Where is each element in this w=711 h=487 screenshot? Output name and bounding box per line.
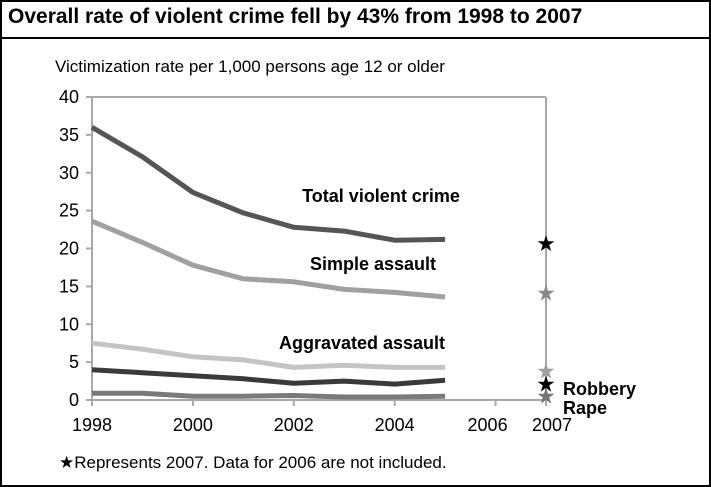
x-tick-label: 1998: [72, 415, 112, 435]
y-tick-label: 5: [69, 352, 79, 372]
star-2007-simple: ★: [536, 280, 556, 305]
star-2007-robbery: ★: [536, 371, 556, 396]
series-line-simple: [91, 218, 446, 300]
series-line-total: [90, 125, 446, 243]
footnote: ★Represents 2007. Data for 2006 are not …: [59, 453, 447, 472]
chart-title: Overall rate of violent crime fell by 43…: [8, 5, 583, 28]
y-tick-label: 35: [59, 125, 79, 145]
star-2007-total: ★: [536, 231, 556, 256]
series-label-simple: Simple assault: [310, 254, 436, 274]
series-line-aggravated: [91, 340, 446, 370]
y-tick-label: 20: [59, 239, 79, 259]
series-label-aggravated: Aggravated assault: [279, 333, 445, 353]
y-tick-label: 25: [59, 201, 79, 221]
x-tick-label: 2004: [375, 415, 415, 435]
series-label-total: Total violent crime: [302, 186, 460, 206]
y-tick-label: 40: [59, 87, 79, 107]
y-tick-label: 15: [59, 276, 79, 296]
series-label-rape: Rape: [563, 398, 607, 418]
x-tick-label: 2000: [173, 415, 213, 435]
series-line-robbery: [91, 367, 446, 387]
x-tick-label: 2006: [468, 415, 508, 435]
y-tick-label: 0: [69, 390, 79, 410]
y-tick-label: 30: [59, 163, 79, 183]
x-tick-label: 2007: [532, 415, 572, 435]
y-tick-label: 10: [59, 314, 79, 334]
series-line-rape: [92, 390, 446, 400]
title-divider: [0, 37, 711, 39]
star-2007-rape: ★: [536, 383, 556, 408]
y-axis-unit-label: Victimization rate per 1,000 persons age…: [55, 57, 445, 76]
star-2007-aggravated: ★: [536, 358, 556, 383]
series-label-robbery: Robbery: [563, 379, 636, 399]
x-tick-label: 2002: [274, 415, 314, 435]
